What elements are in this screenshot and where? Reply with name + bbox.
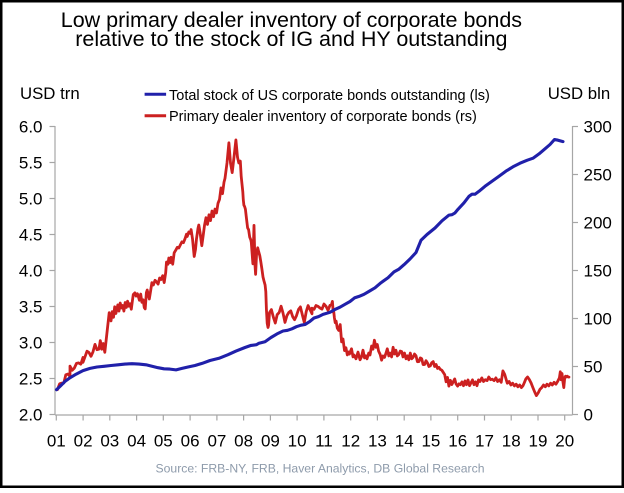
svg-text:20: 20: [555, 432, 574, 451]
svg-text:09: 09: [261, 432, 280, 451]
svg-text:5.5: 5.5: [19, 154, 43, 173]
svg-text:15: 15: [421, 432, 440, 451]
svg-text:USD bln: USD bln: [548, 84, 611, 103]
svg-text:03: 03: [100, 432, 119, 451]
svg-text:2.5: 2.5: [19, 370, 43, 389]
svg-text:Low primary dealer inventory o: Low primary dealer inventory of corporat…: [61, 8, 522, 32]
svg-text:4.0: 4.0: [19, 262, 43, 281]
svg-text:17: 17: [475, 432, 494, 451]
svg-text:2.0: 2.0: [19, 406, 43, 425]
svg-text:Source: FRB-NY, FRB, Haver Ana: Source: FRB-NY, FRB, Haver Analytics, DB…: [156, 462, 485, 476]
svg-text:18: 18: [502, 432, 521, 451]
svg-text:14: 14: [395, 432, 414, 451]
svg-text:04: 04: [127, 432, 146, 451]
svg-text:13: 13: [368, 432, 387, 451]
svg-text:10: 10: [288, 432, 307, 451]
svg-text:200: 200: [584, 214, 612, 233]
svg-text:08: 08: [234, 432, 253, 451]
svg-text:6.0: 6.0: [19, 118, 43, 137]
svg-text:19: 19: [529, 432, 548, 451]
svg-text:USD trn: USD trn: [20, 84, 80, 103]
svg-text:11: 11: [315, 432, 333, 451]
svg-text:Total stock of US corporate bo: Total stock of US corporate bonds outsta…: [169, 88, 490, 104]
svg-text:06: 06: [181, 432, 200, 451]
svg-text:05: 05: [154, 432, 173, 451]
svg-text:300: 300: [584, 118, 612, 137]
svg-text:3.5: 3.5: [19, 298, 43, 317]
svg-text:02: 02: [74, 432, 93, 451]
svg-text:16: 16: [448, 432, 467, 451]
svg-text:4.5: 4.5: [19, 226, 43, 245]
svg-text:07: 07: [207, 432, 226, 451]
svg-text:Primary dealer inventory of co: Primary dealer inventory of corporate bo…: [169, 109, 477, 125]
svg-text:100: 100: [584, 310, 612, 329]
svg-text:0: 0: [584, 406, 593, 425]
svg-text:5.0: 5.0: [19, 190, 43, 209]
svg-text:12: 12: [341, 432, 360, 451]
svg-text:relative to the stock of IG an: relative to the stock of IG and HY outst…: [75, 27, 507, 51]
svg-text:250: 250: [584, 166, 612, 185]
svg-text:01: 01: [47, 432, 66, 451]
svg-text:3.0: 3.0: [19, 334, 43, 353]
svg-text:150: 150: [584, 262, 612, 281]
svg-text:50: 50: [584, 358, 603, 377]
